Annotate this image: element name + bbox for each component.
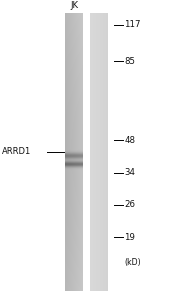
Text: 26: 26 <box>124 200 135 209</box>
Text: 48: 48 <box>124 136 135 145</box>
Text: 85: 85 <box>124 57 135 66</box>
Text: (kD): (kD) <box>124 258 141 267</box>
Text: JK: JK <box>70 1 78 10</box>
Text: ARRD1: ARRD1 <box>2 147 31 156</box>
Text: 34: 34 <box>124 168 135 177</box>
Text: 117: 117 <box>124 20 141 29</box>
Text: 19: 19 <box>124 232 135 242</box>
